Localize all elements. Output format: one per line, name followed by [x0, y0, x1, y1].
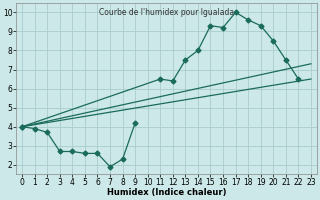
- X-axis label: Humidex (Indice chaleur): Humidex (Indice chaleur): [107, 188, 226, 197]
- Text: Courbe de l'humidex pour Igualada: Courbe de l'humidex pour Igualada: [99, 8, 234, 17]
